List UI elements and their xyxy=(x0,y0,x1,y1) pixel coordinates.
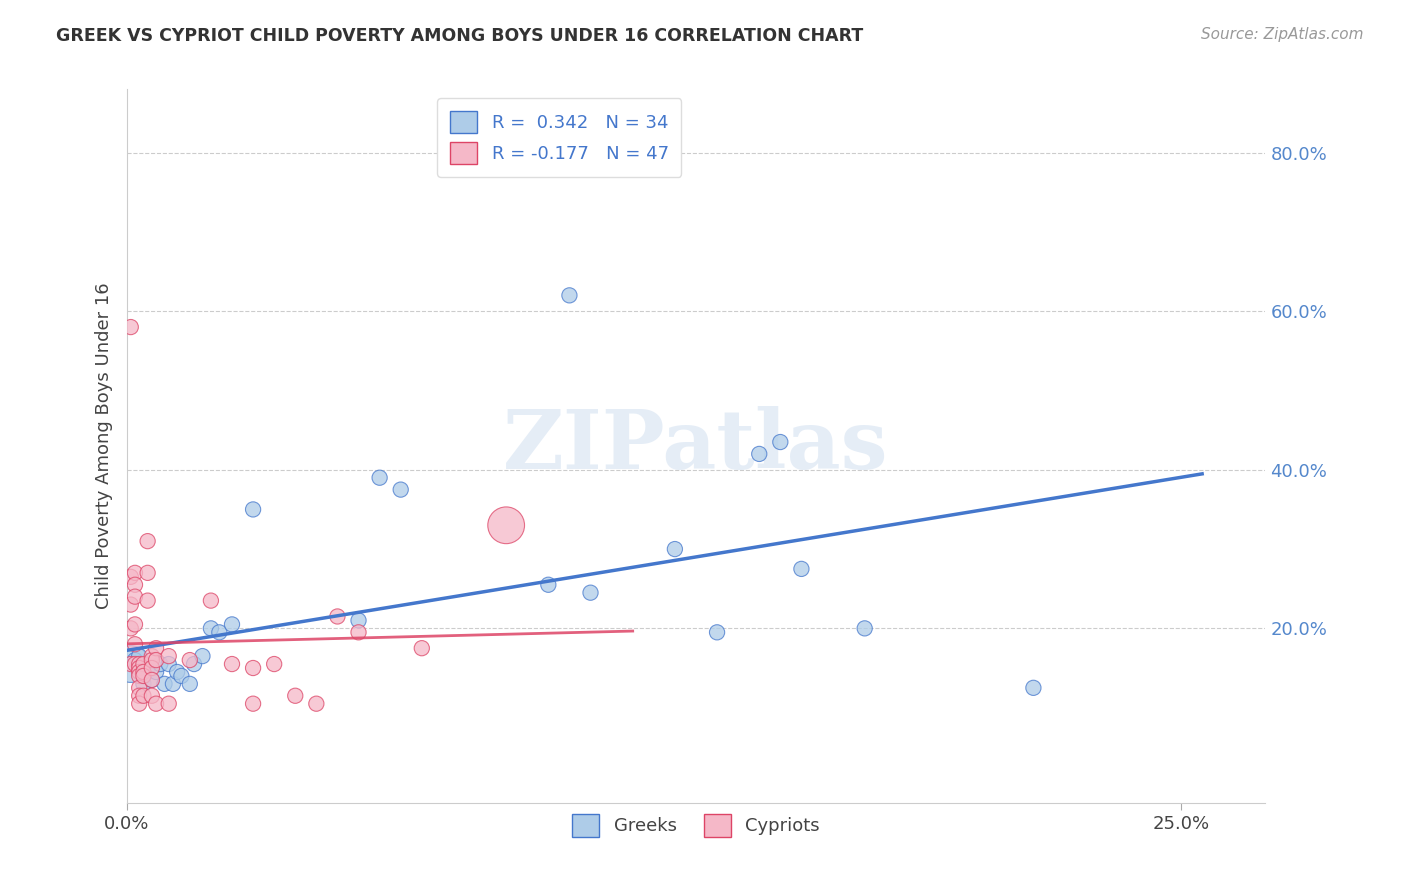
Point xyxy=(200,593,222,607)
Point xyxy=(120,598,142,612)
Point xyxy=(145,665,167,679)
Point xyxy=(191,649,214,664)
Point xyxy=(141,673,163,687)
Point xyxy=(221,617,243,632)
Point xyxy=(162,677,184,691)
Point xyxy=(128,665,150,679)
Point xyxy=(242,661,264,675)
Point xyxy=(141,653,163,667)
Point xyxy=(149,657,172,671)
Point xyxy=(347,625,370,640)
Point xyxy=(157,697,180,711)
Point xyxy=(120,657,142,671)
Point xyxy=(132,689,155,703)
Point xyxy=(141,661,163,675)
Point xyxy=(326,609,349,624)
Legend: Greeks, Cypriots: Greeks, Cypriots xyxy=(565,807,827,844)
Point xyxy=(120,570,142,584)
Point xyxy=(305,697,328,711)
Point xyxy=(706,625,728,640)
Point xyxy=(128,689,150,703)
Point xyxy=(141,689,163,703)
Point xyxy=(128,657,150,671)
Text: Source: ZipAtlas.com: Source: ZipAtlas.com xyxy=(1201,27,1364,42)
Point xyxy=(120,657,142,671)
Point xyxy=(153,677,176,691)
Point xyxy=(221,657,243,671)
Point xyxy=(141,649,163,664)
Text: ZIPatlas: ZIPatlas xyxy=(503,406,889,486)
Point xyxy=(132,665,155,679)
Point xyxy=(141,673,163,687)
Point xyxy=(769,435,792,450)
Point xyxy=(179,677,201,691)
Point xyxy=(132,669,155,683)
Y-axis label: Child Poverty Among Boys Under 16: Child Poverty Among Boys Under 16 xyxy=(94,283,112,609)
Point xyxy=(128,669,150,683)
Point xyxy=(853,621,876,635)
Point xyxy=(284,689,307,703)
Point xyxy=(124,657,146,671)
Point xyxy=(166,665,188,679)
Point xyxy=(242,697,264,711)
Point xyxy=(411,641,433,656)
Point xyxy=(132,657,155,671)
Point xyxy=(128,681,150,695)
Point xyxy=(120,320,142,334)
Point xyxy=(495,518,517,533)
Point xyxy=(1022,681,1045,695)
Point xyxy=(347,614,370,628)
Text: GREEK VS CYPRIOT CHILD POVERTY AMONG BOYS UNDER 16 CORRELATION CHART: GREEK VS CYPRIOT CHILD POVERTY AMONG BOY… xyxy=(56,27,863,45)
Point xyxy=(124,653,146,667)
Point xyxy=(790,562,813,576)
Point xyxy=(136,661,159,675)
Point xyxy=(124,578,146,592)
Point xyxy=(558,288,581,302)
Point xyxy=(157,649,180,664)
Point xyxy=(145,697,167,711)
Point xyxy=(136,593,159,607)
Point xyxy=(120,621,142,635)
Point xyxy=(124,637,146,651)
Point xyxy=(263,657,285,671)
Point xyxy=(200,621,222,635)
Point xyxy=(136,566,159,580)
Point xyxy=(124,590,146,604)
Point xyxy=(170,669,193,683)
Point xyxy=(132,677,155,691)
Point xyxy=(664,542,686,557)
Point xyxy=(128,697,150,711)
Point xyxy=(128,649,150,664)
Point xyxy=(124,566,146,580)
Point xyxy=(145,653,167,667)
Point xyxy=(179,653,201,667)
Point xyxy=(157,657,180,671)
Point xyxy=(145,641,167,656)
Point xyxy=(389,483,412,497)
Point xyxy=(368,471,391,485)
Point xyxy=(242,502,264,516)
Point xyxy=(136,534,159,549)
Point xyxy=(183,657,205,671)
Point xyxy=(748,447,770,461)
Point xyxy=(124,617,146,632)
Point xyxy=(128,661,150,675)
Point xyxy=(208,625,231,640)
Point xyxy=(579,585,602,599)
Point xyxy=(132,669,155,683)
Point xyxy=(537,578,560,592)
